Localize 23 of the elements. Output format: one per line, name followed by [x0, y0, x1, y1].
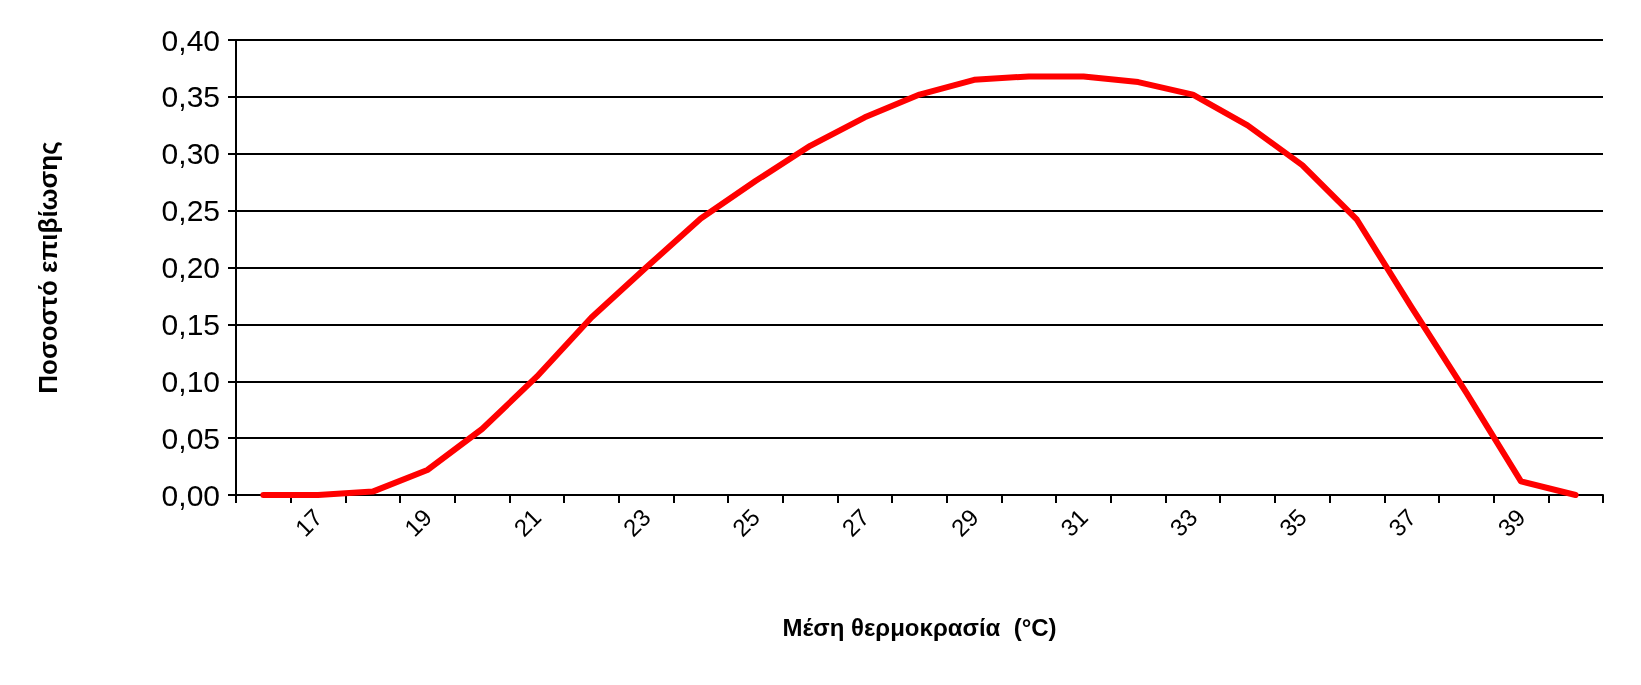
y-tick-label: 0,20: [161, 251, 220, 284]
y-tick-label: 0,30: [161, 137, 220, 171]
x-tick-label: 39: [1492, 503, 1531, 542]
x-axis-title: Μέση θερμοκρασία (°C): [782, 613, 1057, 641]
x-tick-label: 23: [617, 503, 656, 542]
y-tick-label: 0,00: [161, 478, 220, 512]
y-tick-label: 0,05: [161, 421, 220, 455]
x-tick-label: 27: [836, 503, 875, 542]
y-tick-label: 0,25: [161, 194, 220, 228]
y-axis-title: Ποσοστό επιβίωσης: [33, 141, 63, 394]
x-tick-label: 25: [727, 503, 766, 542]
y-tick-label: 0,15: [161, 307, 220, 341]
x-tick-label: 37: [1383, 503, 1422, 542]
x-tick-label: 35: [1273, 503, 1312, 542]
y-tick-label: 0,35: [161, 80, 220, 114]
y-tick-label: 0,40: [161, 23, 220, 57]
x-tick-label: 21: [508, 503, 547, 542]
x-tick-label: 17: [289, 503, 328, 542]
x-tick-label: 33: [1164, 503, 1203, 542]
x-tick-label: 31: [1055, 503, 1094, 542]
x-tick-label: 29: [945, 503, 984, 542]
x-tick-label: 19: [398, 503, 437, 542]
y-tick-label: 0,10: [161, 364, 220, 398]
